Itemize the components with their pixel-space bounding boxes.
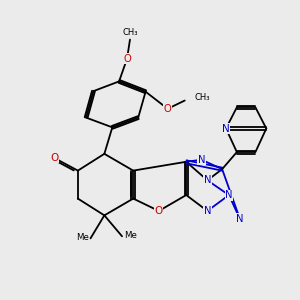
Text: O: O (50, 153, 58, 163)
Text: N: N (198, 155, 205, 165)
Text: CH₃: CH₃ (194, 93, 210, 102)
Text: N: N (204, 175, 211, 185)
Text: O: O (164, 104, 172, 114)
Text: Me: Me (124, 231, 137, 240)
Text: CH₃: CH₃ (122, 28, 138, 37)
Text: N: N (236, 214, 244, 224)
Text: O: O (155, 206, 163, 216)
Text: O: O (123, 54, 131, 64)
Text: Me: Me (76, 233, 89, 242)
Text: N: N (225, 190, 233, 200)
Text: N: N (204, 206, 211, 216)
Text: N: N (222, 124, 230, 134)
